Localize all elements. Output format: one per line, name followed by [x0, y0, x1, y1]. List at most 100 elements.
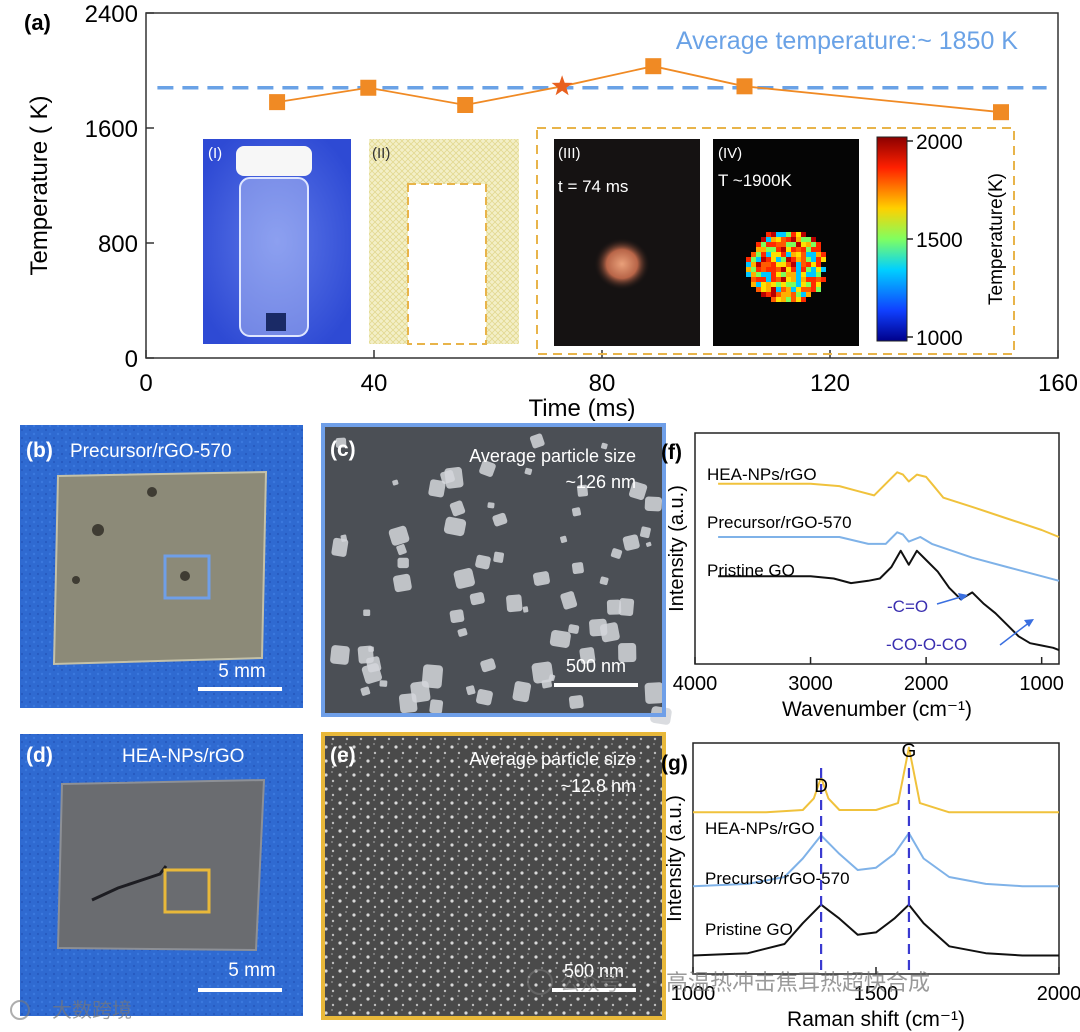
heatmap-cell	[776, 257, 781, 262]
heatmap-cell	[781, 242, 786, 247]
x-tick-label: 40	[361, 370, 388, 397]
heatmap-cell	[766, 257, 771, 262]
heatmap-cell	[781, 272, 786, 277]
x-tick-label: 120	[810, 370, 850, 397]
heatmap-cell	[766, 272, 771, 277]
y-tick-label: 800	[98, 231, 138, 258]
panel-d-scale-label: 5 mm	[228, 960, 276, 981]
heatmap-cell	[781, 237, 786, 242]
sem-particle	[360, 686, 371, 696]
heatmap-cell	[776, 292, 781, 297]
heatmap-cell	[781, 277, 786, 282]
sem-particle	[421, 664, 444, 689]
inset-i-label: (I)	[208, 145, 222, 162]
heatmap-cell	[771, 257, 776, 262]
heatmap-cell	[811, 242, 816, 247]
sem-particle	[531, 661, 554, 684]
inset-iii-label: (III)	[558, 145, 581, 162]
annotation-c-o: -C=O	[887, 597, 928, 616]
y-axis-label: Temperature ( K)	[26, 95, 53, 275]
heatmap-cell	[796, 277, 801, 282]
heatmap-cell	[791, 242, 796, 247]
sem-particle	[577, 484, 589, 497]
heatmap-cell	[756, 287, 761, 292]
heatmap-cell	[791, 287, 796, 292]
inset-ii-sample-box	[407, 183, 487, 345]
heatmap-cell	[776, 232, 781, 237]
heatmap-cell	[806, 272, 811, 277]
heatmap-cell	[806, 242, 811, 247]
data-point	[736, 78, 753, 95]
x-tick-label: 4000	[673, 673, 718, 695]
heatmap-cell	[756, 262, 761, 267]
heatmap-cell	[796, 247, 801, 252]
heatmap-cell	[751, 267, 756, 272]
heatmap-cell	[796, 292, 801, 297]
sem-particle	[639, 526, 651, 539]
watermark-right-icon	[527, 969, 553, 995]
data-point	[269, 94, 286, 111]
sem-particle	[644, 496, 663, 512]
heatmap-cell	[796, 252, 801, 257]
heatmap-cell	[771, 242, 776, 247]
heatmap-cell	[786, 257, 791, 262]
sem-particle	[443, 516, 467, 537]
heatmap-cell	[791, 267, 796, 272]
heatmap-cell	[761, 242, 766, 247]
heatmap-cell	[771, 262, 776, 267]
heatmap-cell	[811, 257, 816, 262]
heatmap-cell	[816, 287, 821, 292]
series-label: HEA-NPs/rGO	[707, 465, 817, 484]
watermark-right-mark: 公众号	[560, 971, 620, 995]
heatmap-cell	[796, 287, 801, 292]
series-line	[718, 549, 1060, 652]
panel-b-scale-bar	[198, 687, 282, 691]
panel-b-pore	[147, 487, 157, 497]
arrow-c-o	[936, 595, 965, 605]
heatmap-cell	[816, 247, 821, 252]
heatmap-cell	[786, 252, 791, 257]
heatmap-cell	[776, 247, 781, 252]
heatmap-cell	[761, 277, 766, 282]
heatmap-cell	[781, 282, 786, 287]
series-line	[692, 832, 1059, 888]
heatmap-cell	[751, 262, 756, 267]
heatmap-cell	[756, 267, 761, 272]
heatmap-cell	[821, 267, 826, 272]
sem-particle	[330, 645, 350, 665]
heatmap-cell	[796, 267, 801, 272]
sem-particle	[429, 699, 444, 714]
heatmap-cell	[751, 272, 756, 277]
panel-e-sem	[323, 734, 664, 1018]
heatmap-cell	[781, 252, 786, 257]
sem-particle	[340, 534, 348, 542]
colorbar-tick-label: 1500	[916, 229, 963, 252]
heatmap-cell	[781, 247, 786, 252]
heatmap-cell	[781, 232, 786, 237]
sem-particle	[493, 551, 505, 563]
heatmap-cell	[791, 292, 796, 297]
heatmap-cell	[816, 252, 821, 257]
heatmap-cell	[771, 252, 776, 257]
sem-particle	[392, 479, 399, 486]
panel-d-crack	[91, 865, 168, 902]
sem-particle	[444, 466, 464, 489]
heatmap-cell	[806, 257, 811, 262]
x-axis-label: Time (ms)	[528, 395, 635, 422]
heatmap-cell	[816, 242, 821, 247]
panel-b-scale-label: 5 mm	[218, 661, 266, 682]
y-tick-label: 1600	[85, 116, 138, 143]
heatmap-cell	[806, 277, 811, 282]
sem-particle	[449, 500, 466, 517]
heatmap-cell	[776, 277, 781, 282]
y-axis-label: Intensity (a.u.)	[666, 485, 688, 612]
heatmap-cell	[751, 257, 756, 262]
series-line	[693, 746, 1059, 814]
panel-f: 4000 3000 2000 1000 Wavenumber (cm⁻¹) Intensi…	[661, 432, 1064, 721]
inset-iv-heatmap	[746, 232, 826, 302]
sem-particle	[529, 433, 545, 449]
sem-particle	[548, 674, 556, 682]
panel-g-axes: 1000 1500 2000 Raman shift (cm⁻¹) Intensity …	[664, 795, 1080, 1031]
panel-f-letter: (f)	[661, 441, 682, 464]
